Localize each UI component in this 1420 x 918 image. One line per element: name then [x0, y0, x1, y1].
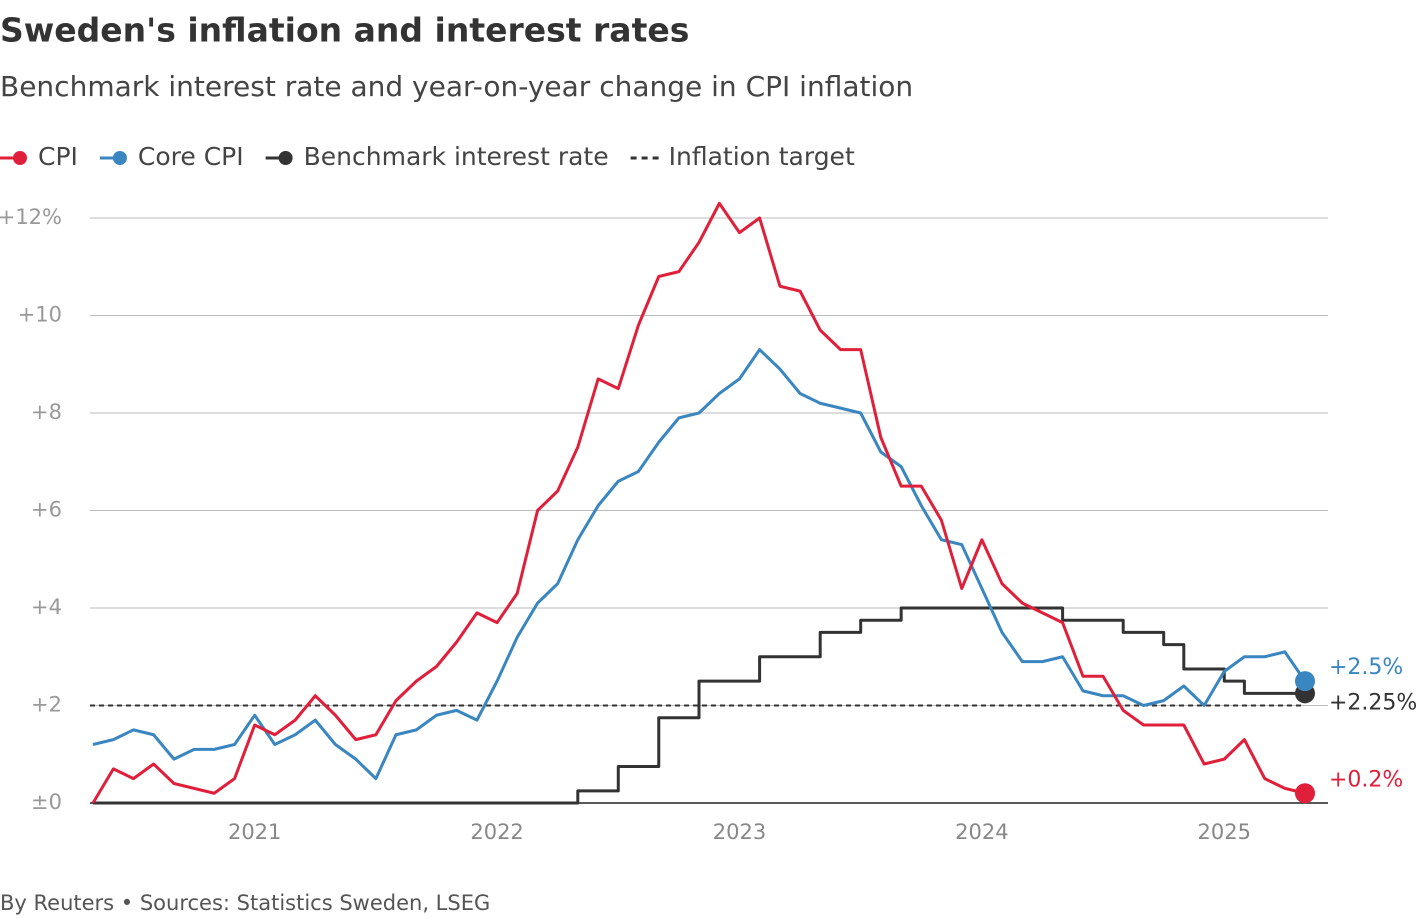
legend-dot [278, 151, 293, 165]
legend-label: Core CPI [138, 142, 244, 171]
chart-title: Sweden's inflation and interest rates [0, 11, 689, 50]
end-dot [1295, 671, 1315, 692]
x-tick-label: 2024 [955, 820, 1008, 844]
end-label: +2.25% [1329, 690, 1417, 715]
end-label: +2.5% [1329, 655, 1403, 680]
series-line [92, 348, 1307, 781]
legend-dot [13, 151, 27, 165]
y-tick-label: +10 [18, 303, 62, 327]
legend-label: Inflation target [669, 142, 855, 171]
y-tick-label: +8 [31, 400, 62, 424]
chart-subtitle: Benchmark interest rate and year-on-year… [0, 70, 913, 103]
x-tick-label: 2025 [1198, 820, 1251, 844]
y-tick-label: +4 [31, 595, 62, 619]
legend-label: CPI [38, 142, 78, 171]
y-tick-label: ±0 [31, 790, 62, 814]
end-dot [1295, 783, 1315, 804]
legend-label: Benchmark interest rate [304, 142, 609, 171]
x-tick-label: 2023 [713, 820, 766, 844]
y-tick-label: +2 [31, 693, 62, 717]
y-tick-label: +6 [31, 498, 62, 522]
x-tick-label: 2021 [228, 820, 281, 844]
source-note: By Reuters • Sources: Statistics Sweden,… [0, 891, 490, 915]
end-label: +0.2% [1329, 767, 1403, 792]
y-tick-label: +12% [0, 205, 62, 229]
x-tick-label: 2022 [470, 820, 523, 844]
series-line [93, 606, 1305, 805]
legend-dot [112, 151, 127, 165]
series-line [91, 201, 1306, 804]
